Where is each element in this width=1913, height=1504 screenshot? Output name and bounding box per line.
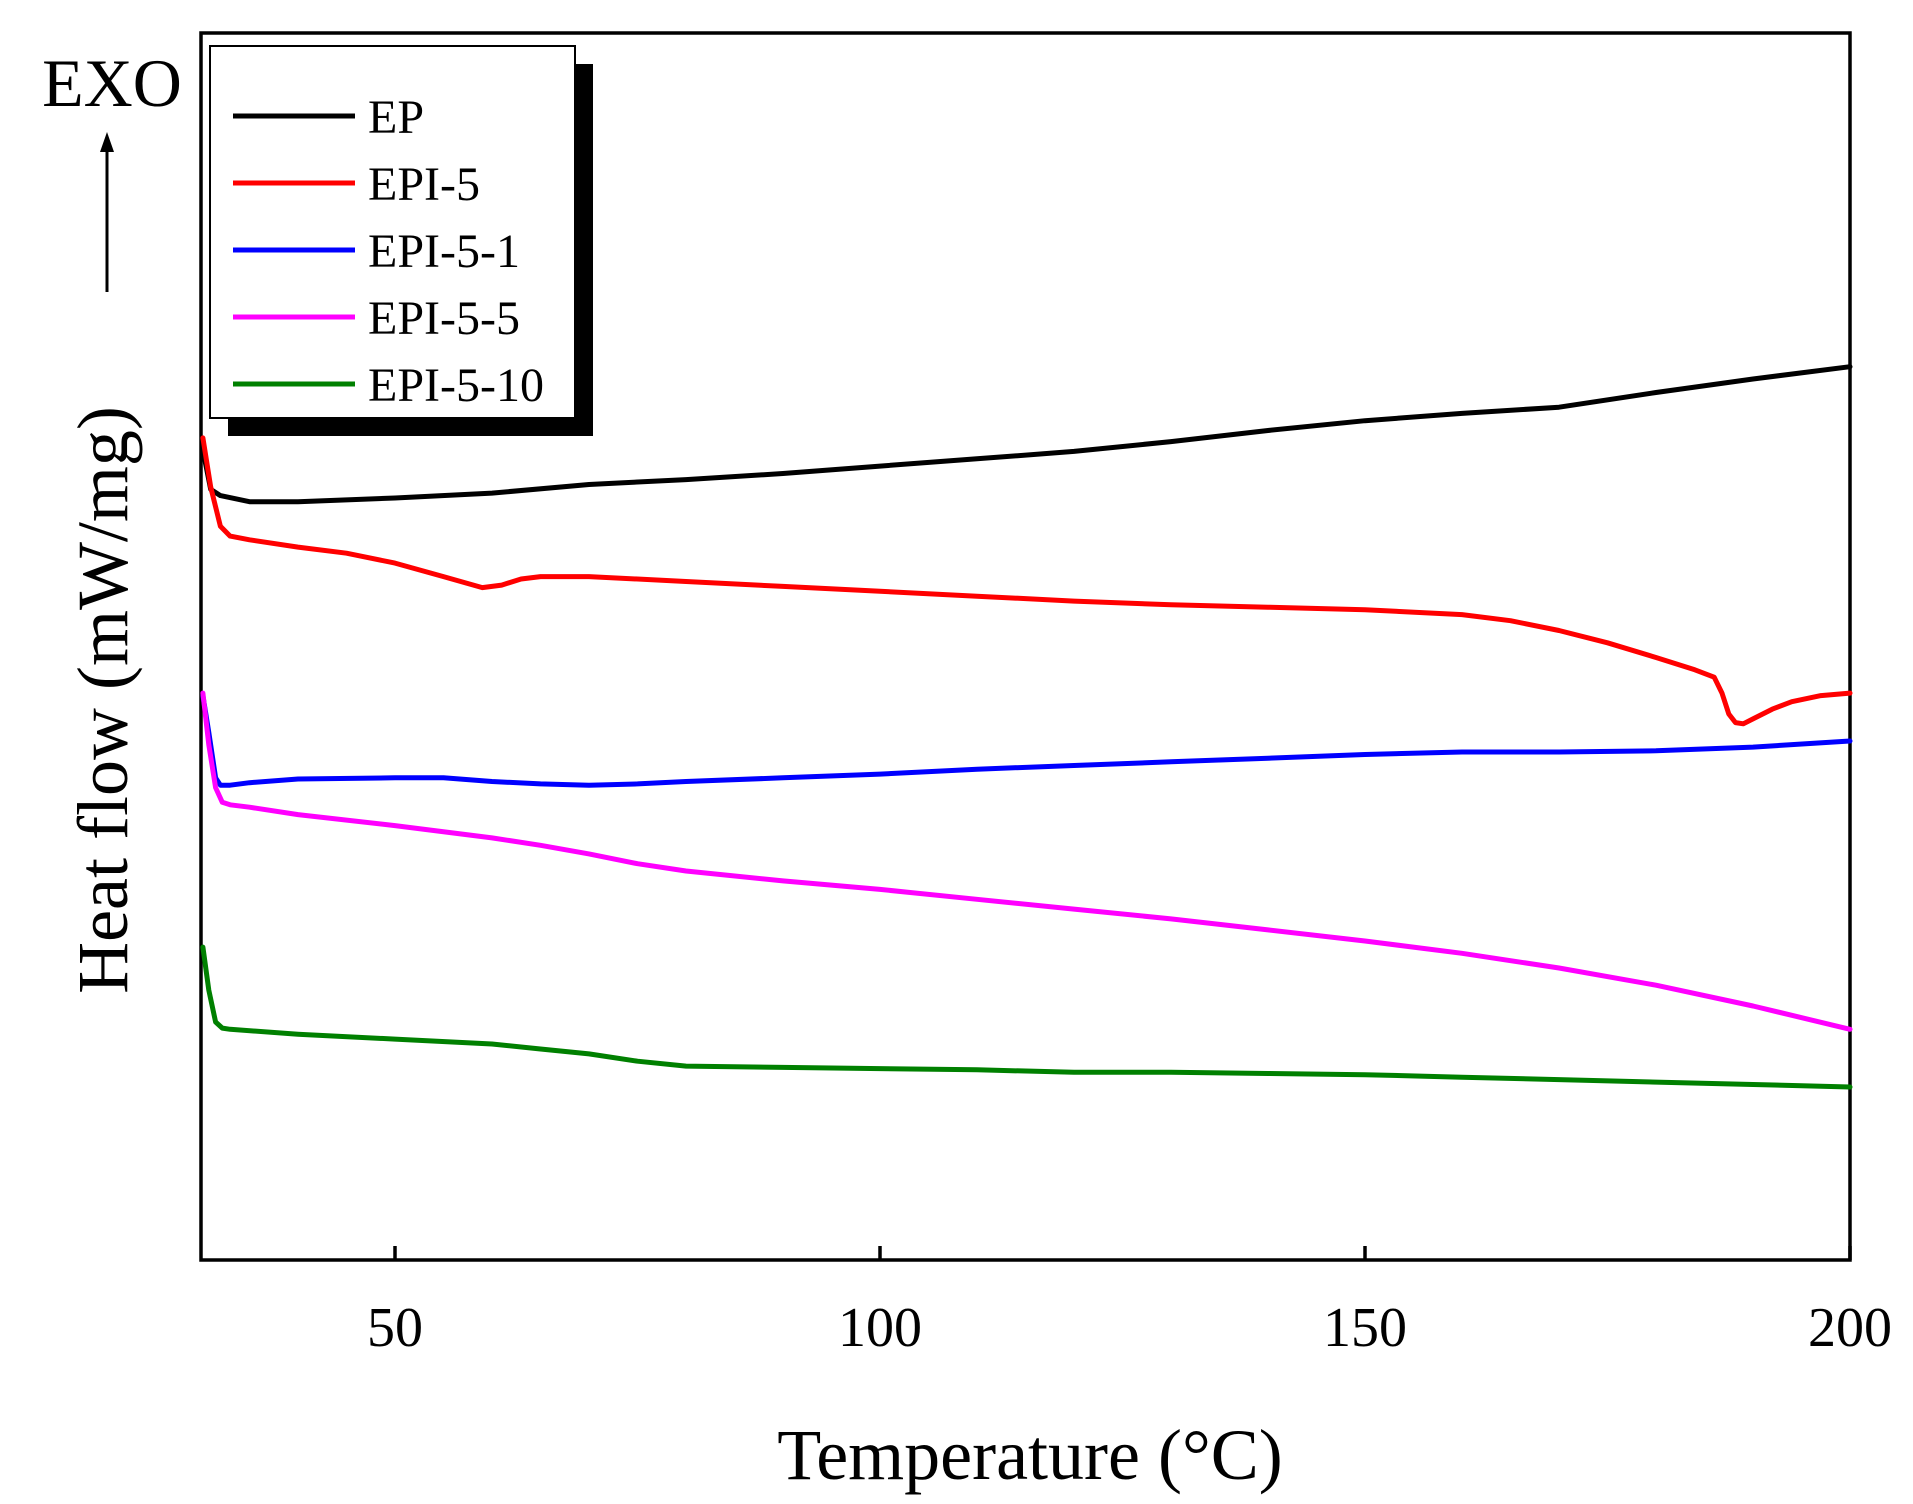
legend-label-epi-5-5: EPI-5-5 — [368, 292, 520, 345]
series-line-ep — [200, 364, 1853, 505]
series-layer — [200, 364, 1853, 1090]
exo-arrow-icon — [100, 132, 114, 292]
legend: EP EPI-5 EPI-5-1 EPI-5-5 EPI-5-10 — [209, 45, 593, 436]
exo-label: EXO — [42, 45, 182, 121]
series-line-epi-5-10 — [200, 944, 1853, 1090]
y-axis-title: Heat flow (mW/mg) — [63, 406, 143, 994]
legend-label-epi-5-1: EPI-5-1 — [368, 225, 520, 278]
legend-label-epi-5: EPI-5 — [368, 158, 480, 211]
x-tick-label: 200 — [1808, 1297, 1892, 1359]
legend-items: EP EPI-5 EPI-5-1 EPI-5-5 EPI-5-10 — [233, 91, 544, 412]
legend-label-ep: EP — [368, 91, 424, 144]
x-tick-label: 50 — [367, 1297, 423, 1359]
x-tick-label: 150 — [1323, 1297, 1407, 1359]
series-line-epi-5-1 — [200, 693, 1853, 788]
legend-box — [209, 45, 576, 419]
legend-label-epi-5-10: EPI-5-10 — [368, 359, 544, 412]
series-line-epi-5 — [200, 435, 1853, 727]
x-ticks: 50 100 150 200 — [367, 1246, 1892, 1359]
x-tick-label: 100 — [838, 1297, 922, 1359]
plot-frame — [199, 31, 1852, 1262]
series-line-epi-5-5 — [200, 690, 1853, 1032]
x-axis-title: Temperature (°C) — [777, 1415, 1283, 1495]
